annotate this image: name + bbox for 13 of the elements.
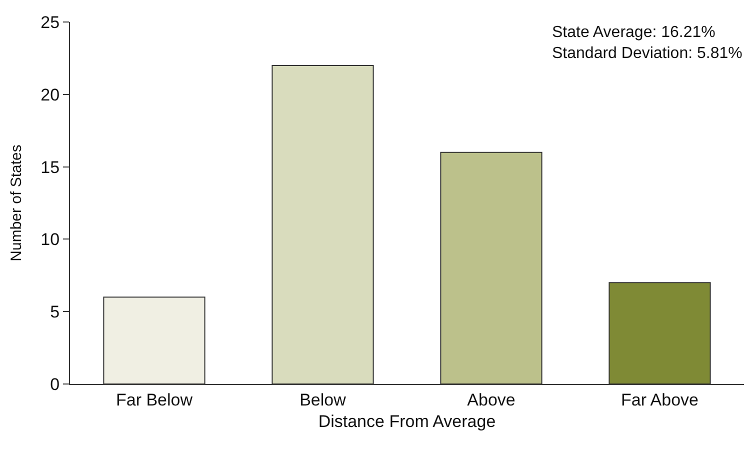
x-tick-label: Far Above xyxy=(621,390,698,410)
y-tick-label: 20 xyxy=(40,85,60,104)
y-tick-label: 5 xyxy=(50,302,60,322)
x-tick-label: Above xyxy=(467,390,516,410)
y-tick-label: 15 xyxy=(40,158,60,177)
annotation: State Average: 16.21% Standard Deviation: 5.81% xyxy=(552,24,742,62)
x-tick-label: Far Below xyxy=(116,390,194,410)
y-tick-label: 10 xyxy=(40,230,60,250)
y-axis-title: Number of States xyxy=(8,144,25,262)
y-tick-label: 0 xyxy=(50,374,60,394)
x-axis-title: Distance From Average xyxy=(318,412,496,431)
y-tick-label: 25 xyxy=(40,12,60,32)
x-tick-label: Below xyxy=(300,390,347,410)
